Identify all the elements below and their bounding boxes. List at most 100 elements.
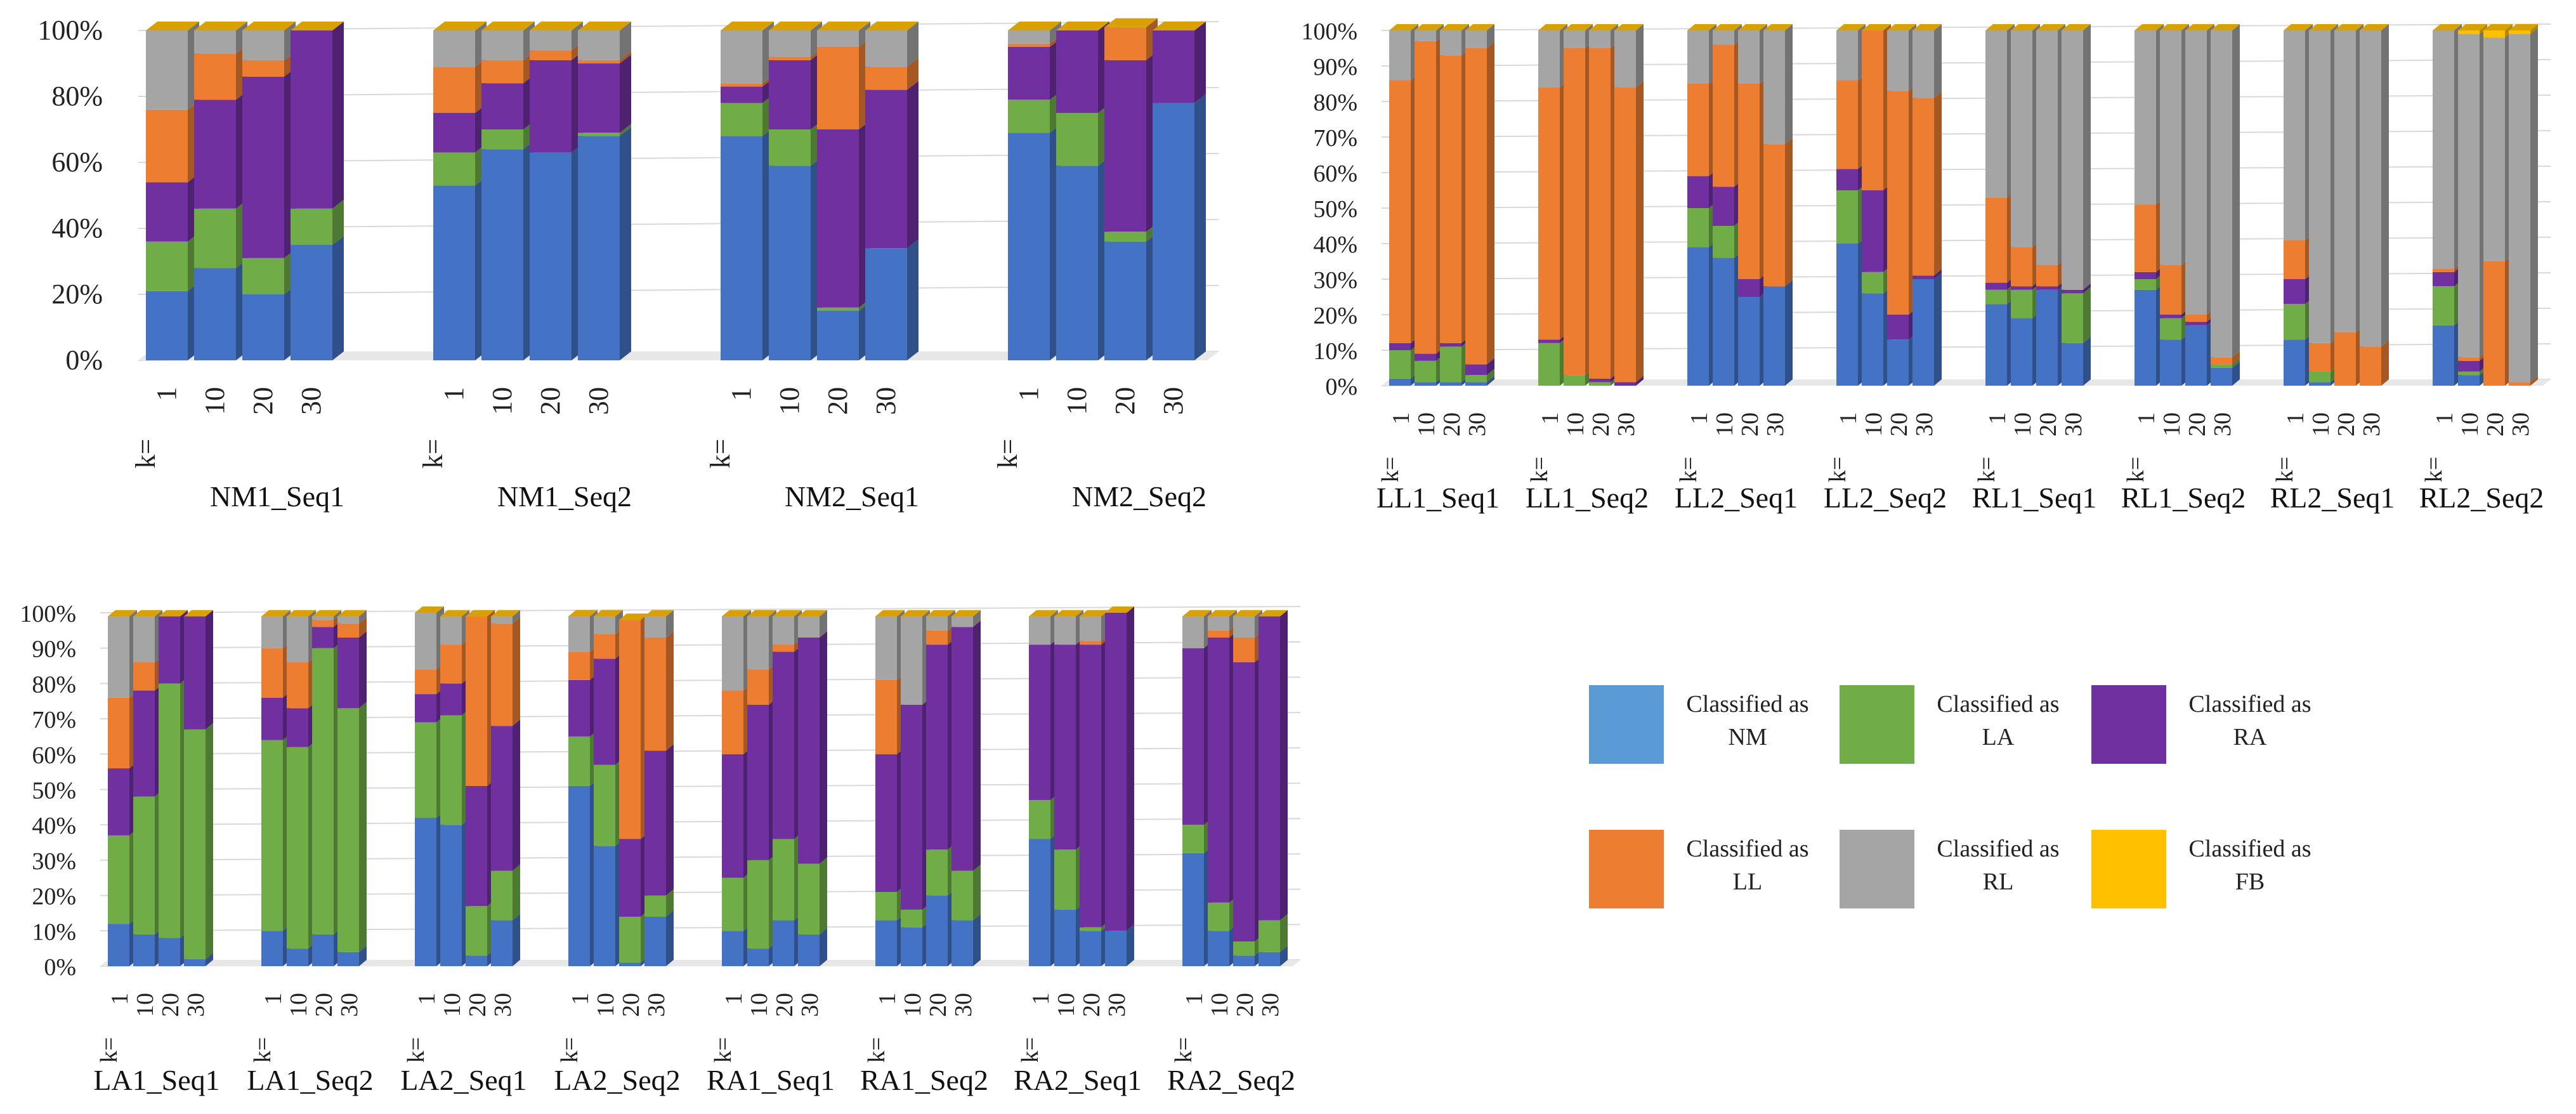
bar-segment-ra <box>865 89 907 249</box>
bar-segment-rl <box>721 30 762 84</box>
bar-segment-nm <box>1985 304 2007 386</box>
bar-segment-side <box>513 617 520 726</box>
bar-top-face <box>594 610 623 617</box>
k-tick-label: 1 <box>414 993 440 1005</box>
group-label: RA1_Seq1 <box>707 1064 835 1096</box>
bar-segment-ll <box>578 60 620 63</box>
bar-segment-side <box>2530 24 2538 34</box>
bar-segment-ll <box>242 60 284 77</box>
bar-segment-ra <box>926 645 948 850</box>
bar-segment-rl <box>1687 30 1709 84</box>
chart-la-ra-sequences: 0%10%20%30%40%50%60%70%80%90%100%1102030… <box>20 601 1301 1096</box>
bar-top-face <box>568 610 598 617</box>
bar-top-face <box>1538 24 1567 30</box>
bar-top-face <box>2062 24 2091 30</box>
bar-segment-la <box>798 863 820 934</box>
bar-segment-la <box>926 849 948 896</box>
bar-segment-la <box>133 796 155 934</box>
bar-segment-ll <box>415 669 436 695</box>
k-prefix-label: k= <box>96 1037 122 1063</box>
bar-segment-nm <box>773 920 794 966</box>
k-tick-label: 30 <box>183 993 209 1017</box>
k-prefix-label: k= <box>1170 1037 1197 1063</box>
bar-segment-rl <box>865 30 907 67</box>
bar-segment-rl <box>2360 30 2381 347</box>
bar-segment-ra <box>2160 315 2181 318</box>
bar-segment-ra <box>578 63 620 133</box>
bar-segment-la <box>578 133 620 136</box>
bar-segment-rl <box>2011 30 2032 247</box>
bar-segment-nm <box>2211 368 2232 386</box>
bar-segment-rl <box>1029 616 1050 645</box>
bar-top-face <box>721 22 774 30</box>
bar-top-face <box>291 22 344 30</box>
bar-segment-rl <box>287 616 308 662</box>
bar-top-face <box>1054 610 1083 617</box>
group-label: RA2_Seq2 <box>1167 1064 1295 1096</box>
bar-segment-la <box>440 715 462 825</box>
group-label: NM1_Seq2 <box>497 480 632 513</box>
bar-segment-la <box>337 708 359 952</box>
bar-segment-ll <box>1589 48 1611 379</box>
y-tick-label: 100% <box>1301 18 1357 45</box>
legend-label-line2: RA <box>2233 724 2267 750</box>
bar-segment-side <box>1487 42 1494 365</box>
bar-segment-rl <box>312 616 334 620</box>
bar-segment-ra <box>184 616 206 730</box>
bar-segment-side <box>666 889 674 917</box>
bar-top-face <box>619 613 648 620</box>
bar-segment-side <box>620 51 631 63</box>
k-prefix-label: k= <box>1526 457 1553 482</box>
bar-segment-la <box>1208 902 1229 931</box>
group-label: LA2_Seq1 <box>400 1064 526 1096</box>
bar-segment-ll <box>2160 265 2181 315</box>
bar-top-face <box>1465 24 1494 30</box>
k-tick-label: 30 <box>1257 993 1284 1017</box>
bar-segment-rl <box>901 616 922 705</box>
bar-segment-side <box>1487 358 1494 376</box>
bar-segment-ra <box>1415 353 1436 361</box>
bar-segment-rl <box>2211 30 2232 358</box>
bar-top-face <box>1564 24 1593 30</box>
k-tick-label: 20 <box>2482 412 2509 436</box>
bar-segment-ll <box>926 630 948 645</box>
bar-segment-ll <box>773 645 794 652</box>
bar-segment-ll <box>1836 80 1858 169</box>
bar-segment-side <box>620 22 631 60</box>
bar-segment-la <box>619 917 641 963</box>
bar-segment-rl <box>1465 30 1487 48</box>
y-tick-label: 60% <box>1313 161 1357 187</box>
bar-segment-rl <box>433 30 475 67</box>
bar-segment-rl <box>108 616 129 698</box>
bar-top-face <box>1763 24 1793 30</box>
k-tick-label: 10 <box>487 387 518 415</box>
bar-segment-rl <box>2458 34 2480 358</box>
bar-segment-ll <box>619 620 641 839</box>
bar-segment-side <box>1050 22 1061 44</box>
bar-segment-nm <box>901 927 922 966</box>
bar-top-face <box>2334 24 2364 30</box>
k-tick-label: 20 <box>2333 412 2360 436</box>
bar-segment-la <box>291 208 332 245</box>
y-tick-label: 30% <box>32 848 76 875</box>
bar-segment-ll <box>1233 637 1255 662</box>
legend-swatch-la <box>1840 685 1914 764</box>
bar-segment-ra <box>619 839 641 917</box>
bar-segment-side <box>907 58 919 90</box>
bar-segment-ll <box>2284 240 2305 279</box>
bar-top-face <box>1182 610 1212 617</box>
k-tick-label: 20 <box>157 993 184 1017</box>
k-prefix-label: k= <box>710 1037 736 1063</box>
bar-top-face <box>2509 24 2538 30</box>
legend-swatch-rl <box>1840 830 1914 908</box>
bar-segment-side <box>1934 24 1942 98</box>
bar-segment-nm <box>1836 244 1858 386</box>
bar-segment-ra <box>261 697 283 740</box>
bar-segment-side <box>2232 24 2240 358</box>
bar-segment-ra <box>491 726 513 871</box>
bar-segment-la <box>433 152 475 186</box>
bar-segment-la <box>875 892 897 921</box>
k-tick-label: 20 <box>1439 412 1465 436</box>
bar-top-face <box>1713 24 1742 30</box>
bar-segment-nm <box>1182 853 1204 966</box>
